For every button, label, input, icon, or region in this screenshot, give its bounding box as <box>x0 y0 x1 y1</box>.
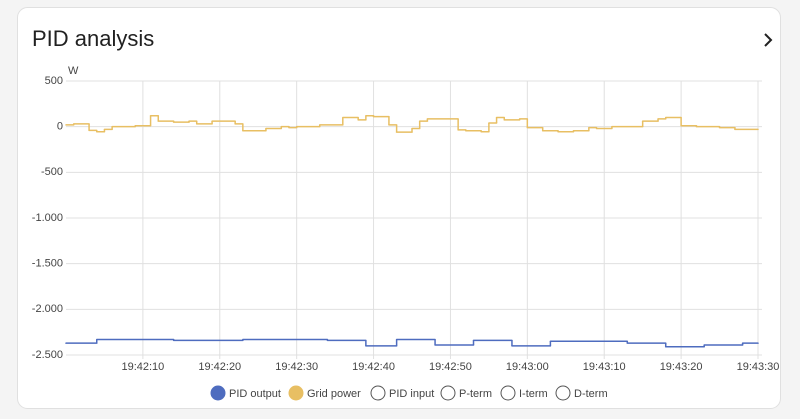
legend-swatch[interactable] <box>210 385 226 401</box>
y-unit: W <box>68 65 79 77</box>
legend-label[interactable]: Grid power <box>307 388 361 400</box>
y-tick-label: -1.500 <box>32 258 63 270</box>
x-tick-label: 19:42:50 <box>429 361 472 373</box>
y-tick-label: -2.000 <box>32 303 63 315</box>
x-tick-label: 19:42:10 <box>121 361 164 373</box>
x-tick-label: 19:42:20 <box>198 361 241 373</box>
legend-label[interactable]: D-term <box>574 388 608 400</box>
legend-swatch[interactable] <box>370 385 386 401</box>
legend-label[interactable]: PID input <box>389 388 434 400</box>
legend-label[interactable]: I-term <box>519 388 548 400</box>
y-tick-label: 0 <box>57 121 63 133</box>
legend-swatch[interactable] <box>288 385 304 401</box>
x-tick-label: 19:43:00 <box>506 361 549 373</box>
legend-label[interactable]: P-term <box>459 388 492 400</box>
legend-label[interactable]: PID output <box>229 388 281 400</box>
y-tick-label: -500 <box>41 166 63 178</box>
y-tick-label: -1.000 <box>32 212 63 224</box>
legend-swatch[interactable] <box>500 385 516 401</box>
x-tick-label: 19:42:40 <box>352 361 395 373</box>
x-tick-label: 19:43:10 <box>583 361 626 373</box>
more-info-chevron[interactable] <box>764 33 773 47</box>
x-tick-label: 19:43:30 <box>737 361 780 373</box>
y-tick-label: 500 <box>45 75 63 87</box>
y-tick-label: -2.500 <box>32 349 63 361</box>
card-title: PID analysis <box>32 26 154 51</box>
x-tick-label: 19:42:30 <box>275 361 318 373</box>
legend-swatch[interactable] <box>440 385 456 401</box>
card-background <box>17 7 781 409</box>
x-tick-label: 19:43:20 <box>660 361 703 373</box>
legend-swatch[interactable] <box>555 385 571 401</box>
